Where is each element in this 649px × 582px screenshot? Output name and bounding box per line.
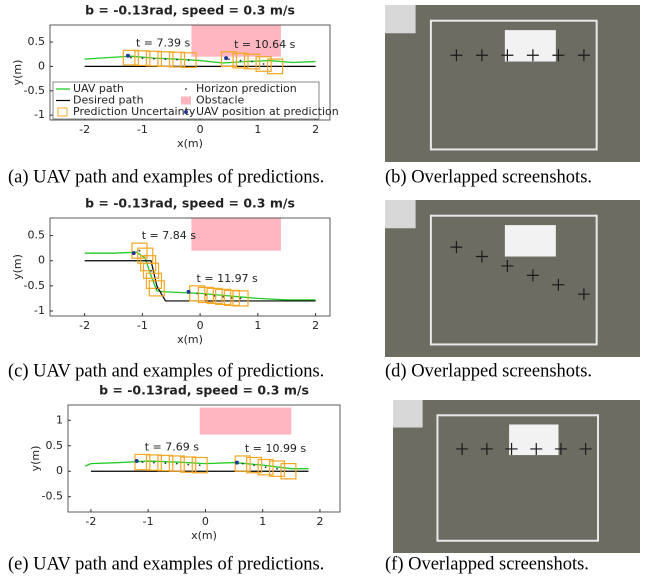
x-tick-label: -2 xyxy=(85,515,96,528)
x-tick-label: -2 xyxy=(79,123,90,136)
y-axis-label: y(m) xyxy=(29,446,42,472)
horizon-dot xyxy=(253,464,255,466)
x-axis-label: x(m) xyxy=(177,333,203,346)
x-tick-label: 2 xyxy=(312,319,319,332)
horizon-dot xyxy=(251,61,253,63)
chart-title: b = -0.13rad, speed = 0.3 m/s xyxy=(85,3,295,18)
y-tick-label: -1 xyxy=(34,304,45,317)
horizon-dot xyxy=(153,462,155,464)
horizon-dot xyxy=(199,464,201,466)
y-tick-label: 0.5 xyxy=(28,229,46,242)
caption: (b) Overlapped screenshots. xyxy=(385,167,592,187)
caption: (f) Overlapped screenshots. xyxy=(385,554,589,574)
horizon-dot xyxy=(141,57,143,59)
prediction-label: t = 10.64 s xyxy=(234,38,296,51)
uav-position xyxy=(135,459,139,463)
y-tick-label: 0.5 xyxy=(46,439,64,452)
x-tick-label: -1 xyxy=(137,319,148,332)
y-tick-label: 0 xyxy=(38,59,45,72)
horizon-dot xyxy=(240,60,242,62)
y-tick-label: -1 xyxy=(34,108,45,121)
obstacle xyxy=(200,408,292,435)
legend-label: UAV position at prediction xyxy=(196,105,339,118)
horizon-dot xyxy=(130,57,132,59)
photo-corner xyxy=(393,400,423,428)
uav-position xyxy=(224,56,228,60)
photo-object xyxy=(509,424,558,455)
photo-corner xyxy=(385,5,416,33)
x-tick-label: 2 xyxy=(316,515,323,528)
prediction-label: t = 7.39 s xyxy=(136,36,191,49)
chart-title: b = -0.13rad, speed = 0.3 m/s xyxy=(99,383,309,398)
horizon-dot xyxy=(150,270,152,272)
figure: b = -0.13rad, speed = 0.3 m/s t = 7.39 s t… xyxy=(0,0,649,582)
horizon-dot xyxy=(187,464,189,466)
caption: (e) UAV path and examples of predictions… xyxy=(8,554,324,574)
prediction-label: t = 7.84 s xyxy=(142,229,197,242)
horizon-dot xyxy=(274,66,276,68)
legend-swatch xyxy=(181,97,191,105)
horizon-dot xyxy=(265,466,267,468)
x-tick-label: 1 xyxy=(259,515,266,528)
x-tick-label: 0 xyxy=(202,515,209,528)
photo-object xyxy=(505,30,556,61)
caption: (a) UAV path and examples of predictions… xyxy=(8,167,324,187)
horizon-dot xyxy=(242,463,244,465)
x-tick-label: 1 xyxy=(254,123,261,136)
horizon-dot xyxy=(176,59,178,61)
uav-position xyxy=(132,251,136,255)
photo xyxy=(393,400,640,553)
x-axis-label: x(m) xyxy=(177,137,203,150)
uav-path xyxy=(85,461,308,469)
horizon-dot xyxy=(276,468,278,470)
y-tick-label: 0 xyxy=(56,464,63,477)
horizon-dot xyxy=(188,59,190,61)
y-tick-label: -0.5 xyxy=(24,279,45,292)
prediction-label: t = 11.97 s xyxy=(197,272,259,285)
x-tick-label: -1 xyxy=(143,515,154,528)
y-tick-label: 1 xyxy=(56,413,63,426)
horizon-dot xyxy=(156,287,158,289)
x-tick-label: -1 xyxy=(137,123,148,136)
photo-object xyxy=(505,225,556,256)
legend-swatch xyxy=(185,88,187,90)
x-tick-label: -2 xyxy=(79,319,90,332)
caption: (c) UAV path and examples of predictions… xyxy=(8,361,324,381)
horizon-dot xyxy=(142,461,144,463)
prediction-label: t = 10.99 s xyxy=(245,442,307,455)
horizon-dot xyxy=(153,58,155,60)
photo-corner xyxy=(385,200,416,228)
photo xyxy=(385,5,640,162)
y-tick-label: -0.5 xyxy=(24,84,45,97)
horizon-dot xyxy=(165,58,167,60)
y-axis-label: y(m) xyxy=(11,60,24,86)
uav-position xyxy=(235,461,239,465)
obstacle xyxy=(191,218,280,251)
horizon-dot xyxy=(288,470,290,472)
y-tick-label: 0 xyxy=(38,254,45,267)
y-tick-label: -0.5 xyxy=(42,490,63,503)
x-tick-label: 2 xyxy=(312,123,319,136)
x-tick-label: 0 xyxy=(197,319,204,332)
x-tick-label: 1 xyxy=(254,319,261,332)
horizon-dot xyxy=(164,462,166,464)
horizon-dot xyxy=(240,298,242,300)
photo xyxy=(385,200,640,357)
y-tick-label: 0.5 xyxy=(28,35,46,48)
prediction-label: t = 7.69 s xyxy=(145,440,200,453)
uav-position xyxy=(187,290,191,294)
legend-label: Prediction Uncertainty xyxy=(73,105,196,118)
caption: (d) Overlapped screenshots. xyxy=(385,361,592,381)
horizon-dot xyxy=(176,463,178,465)
uav-position xyxy=(126,54,130,58)
horizon-dot xyxy=(228,58,230,60)
legend-swatch xyxy=(184,110,188,114)
horizon-dot xyxy=(263,63,265,65)
chart-title: b = -0.13rad, speed = 0.3 m/s xyxy=(85,196,295,211)
x-tick-label: 0 xyxy=(197,123,204,136)
y-axis-label: y(m) xyxy=(11,254,24,280)
x-axis-label: x(m) xyxy=(191,529,217,542)
horizon-dot xyxy=(139,250,141,252)
